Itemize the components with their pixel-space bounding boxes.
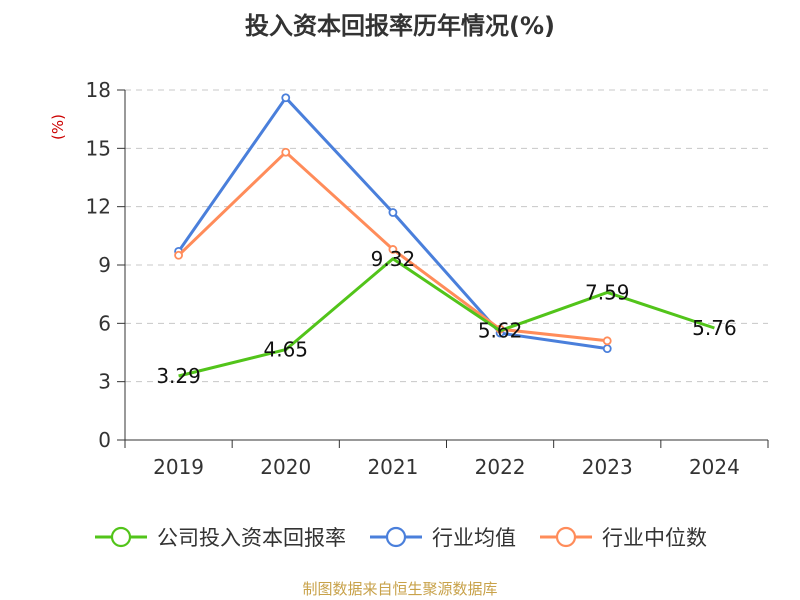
series-line	[178, 257, 715, 378]
legend-marker-icon	[370, 526, 422, 548]
series-line	[177, 96, 608, 351]
x-tick-label: 2021	[367, 455, 418, 479]
chart-title: 投入资本回报率历年情况(%)	[245, 12, 555, 40]
source-note: 制图数据来自恒生聚源数据库	[302, 580, 498, 598]
y-tick-label: 18	[86, 78, 111, 102]
legend-marker-icon	[95, 526, 147, 548]
legend-label: 公司投入资本回报率	[157, 526, 346, 550]
legend-marker-icon	[540, 526, 592, 548]
data-point	[174, 250, 183, 260]
y-tick-label: 6	[98, 311, 111, 335]
data-point	[388, 245, 398, 254]
legend-item[interactable]: 行业中位数	[538, 522, 707, 552]
legend-item[interactable]: 行业均值	[368, 522, 516, 552]
y-tick-label: 9	[98, 253, 111, 277]
data-label: 5.62	[478, 319, 523, 343]
data-point	[281, 147, 291, 157]
y-axis-label: (%)	[49, 114, 67, 140]
data-label: 4.65	[263, 338, 308, 362]
data-label: 3.29	[156, 364, 201, 388]
legend-item[interactable]: 公司投入资本回报率	[93, 522, 346, 552]
x-tick-label: 2024	[689, 455, 740, 479]
data-label: 9.32	[371, 247, 416, 271]
data-labels: 3.29 4.65 9.32 5.62 7.59 5.76	[156, 247, 736, 388]
legend-circle	[110, 526, 132, 548]
y-tick-label: 12	[86, 195, 111, 219]
series-lines	[174, 93, 715, 378]
x-tick-label: 2022	[475, 455, 526, 479]
data-point	[602, 336, 612, 346]
axes: 0 3 6 9 12 15 18 2019 2020 2021 2022 2023 2024	[86, 78, 769, 479]
legend-circle	[555, 526, 577, 548]
y-tick-label: 0	[98, 428, 111, 452]
x-tick-label: 2023	[582, 455, 633, 479]
legend: 公司投入资本回报率 行业均值 行业中位数	[0, 520, 800, 554]
data-label: 7.59	[585, 280, 630, 304]
x-tick-label: 2020	[260, 455, 311, 479]
data-point	[602, 344, 612, 354]
legend-label: 行业均值	[432, 526, 516, 550]
data-point	[281, 93, 291, 103]
y-tick-label: 3	[98, 370, 111, 394]
data-point	[388, 208, 398, 217]
legend-circle	[385, 526, 407, 548]
gridlines	[125, 89, 768, 383]
x-tick-label: 2019	[153, 455, 204, 479]
legend-label: 行业中位数	[602, 526, 707, 550]
data-label: 5.76	[692, 316, 737, 340]
y-tick-label: 15	[86, 136, 111, 160]
